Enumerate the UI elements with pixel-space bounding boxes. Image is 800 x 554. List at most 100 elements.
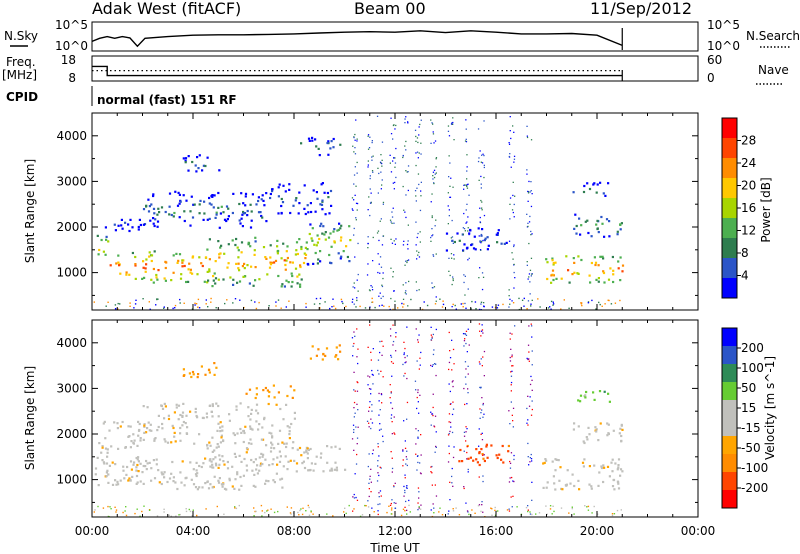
x-tick-label: 00:00 — [681, 524, 716, 538]
scatter-cell — [173, 211, 176, 215]
speckle-cell — [355, 463, 358, 465]
scatter-cell — [501, 444, 504, 448]
scatter-cell — [467, 457, 470, 460]
ground-cell — [550, 300, 553, 303]
scatter-cell — [146, 427, 149, 430]
power-scatter — [93, 115, 625, 311]
scatter-cell — [611, 458, 614, 461]
speckle-cell — [395, 502, 397, 504]
speckle-cell — [449, 421, 452, 424]
scatter-cell — [191, 216, 195, 219]
speckle-cell — [452, 485, 454, 487]
speckle-cell — [405, 456, 407, 458]
scatter-cell — [582, 465, 585, 468]
speckle-cell — [356, 390, 359, 392]
scatter-cell — [275, 403, 278, 406]
scatter-cell — [164, 279, 167, 282]
scatter-cell — [220, 244, 223, 247]
ground-cell — [402, 306, 404, 308]
scatter-cell — [137, 470, 140, 473]
scatter-cell — [619, 256, 622, 259]
ground-cell — [587, 301, 590, 303]
scatter-cell — [139, 439, 142, 442]
speckle-cell — [380, 495, 382, 497]
scatter-cell — [553, 482, 556, 485]
speckle-cell — [371, 373, 373, 376]
scatter-cell — [214, 260, 217, 263]
scatter-cell — [139, 223, 142, 227]
speckle-cell — [449, 185, 451, 187]
scatter-cell — [132, 433, 135, 436]
scatter-cell — [145, 258, 148, 261]
scatter-cell — [617, 487, 621, 490]
scatter-cell — [153, 224, 156, 228]
scatter-cell — [314, 138, 317, 141]
speckle-cell — [402, 450, 404, 452]
scatter-cell — [256, 464, 259, 467]
speckle-cell — [416, 407, 418, 410]
speckle-cell — [405, 463, 407, 465]
speckle-cell — [366, 274, 369, 276]
speckle-cell — [529, 269, 532, 271]
ground-cell — [549, 505, 552, 507]
speckle-cell — [391, 375, 393, 377]
scatter-cell — [607, 432, 610, 435]
speckle-cell — [393, 432, 395, 434]
scatter-cell — [311, 227, 314, 230]
ground-cell — [134, 512, 136, 515]
scatter-cell — [586, 219, 589, 222]
ground-cell — [471, 300, 473, 303]
scatter-cell — [129, 460, 133, 463]
scatter-cell — [191, 255, 195, 258]
speckle-cell — [513, 216, 515, 218]
speckle-cell — [353, 174, 356, 176]
scatter-cell — [609, 267, 612, 270]
speckle-cell — [378, 373, 380, 375]
y-tick-label: 1000 — [56, 473, 87, 487]
scatter-cell — [262, 199, 265, 202]
scatter-cell — [255, 403, 259, 406]
speckle-cell — [392, 362, 394, 364]
speckle-cell — [451, 306, 453, 308]
scatter-cell — [588, 187, 592, 191]
scatter-cell — [268, 266, 272, 269]
speckle-cell — [527, 395, 529, 397]
speckle-cell — [430, 471, 432, 473]
speckle-cell — [481, 501, 483, 503]
speckle-cell — [356, 381, 358, 383]
speckle-cell — [415, 135, 417, 138]
ground-cell — [122, 511, 124, 514]
ground-cell — [401, 302, 403, 305]
ground-cell — [549, 508, 552, 510]
ground-cell — [426, 304, 429, 307]
scatter-cell — [142, 266, 145, 269]
scatter-cell — [304, 253, 308, 256]
scatter-cell — [196, 488, 199, 491]
ground-cell — [135, 299, 137, 301]
velocity-x-axis: 00:00 04:00 08:00 12:00 16:00 20:00 00:00 — [75, 320, 716, 538]
ground-cell — [223, 513, 225, 515]
speckle-cell — [531, 299, 533, 301]
ground-cell — [185, 508, 187, 510]
speckle-cell — [464, 302, 466, 305]
speckle-cell — [382, 201, 385, 204]
scatter-cell — [255, 409, 258, 412]
scatter-cell — [308, 232, 311, 236]
speckle-cell — [482, 153, 484, 155]
speckle-cell — [351, 438, 354, 440]
speckle-cell — [391, 467, 394, 470]
speckle-cell — [392, 344, 394, 346]
scatter-cell — [589, 281, 592, 284]
scatter-cell — [278, 450, 281, 453]
speckle-cell — [406, 401, 409, 404]
ground-cell — [189, 510, 192, 513]
scatter-cell — [208, 258, 211, 261]
speckle-cell — [356, 403, 358, 405]
speckle-cell — [509, 477, 511, 479]
scatter-cell — [128, 477, 131, 480]
ground-cell — [301, 513, 304, 516]
speckle-cell — [417, 455, 419, 457]
speckle-cell — [380, 297, 382, 299]
speckle-cell — [353, 389, 355, 391]
ground-cell — [545, 505, 547, 507]
